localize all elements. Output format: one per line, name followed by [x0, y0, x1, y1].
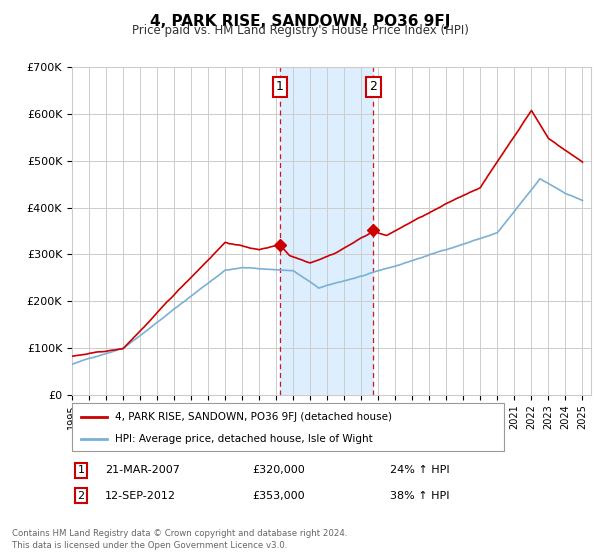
- Text: £320,000: £320,000: [252, 465, 305, 475]
- Text: This data is licensed under the Open Government Licence v3.0.: This data is licensed under the Open Gov…: [12, 541, 287, 550]
- Text: 2: 2: [77, 491, 85, 501]
- Text: Price paid vs. HM Land Registry's House Price Index (HPI): Price paid vs. HM Land Registry's House …: [131, 24, 469, 37]
- Text: 38% ↑ HPI: 38% ↑ HPI: [390, 491, 449, 501]
- Text: 21-MAR-2007: 21-MAR-2007: [105, 465, 180, 475]
- Text: 24% ↑ HPI: 24% ↑ HPI: [390, 465, 449, 475]
- Text: 4, PARK RISE, SANDOWN, PO36 9FJ: 4, PARK RISE, SANDOWN, PO36 9FJ: [150, 14, 450, 29]
- Text: 1: 1: [77, 465, 85, 475]
- Bar: [280, 67, 373, 395]
- Text: 1: 1: [276, 80, 284, 94]
- Text: HPI: Average price, detached house, Isle of Wight: HPI: Average price, detached house, Isle…: [115, 434, 373, 444]
- Text: 12-SEP-2012: 12-SEP-2012: [105, 491, 176, 501]
- Text: 4, PARK RISE, SANDOWN, PO36 9FJ (detached house): 4, PARK RISE, SANDOWN, PO36 9FJ (detache…: [115, 413, 392, 422]
- FancyBboxPatch shape: [72, 403, 504, 451]
- Text: Contains HM Land Registry data © Crown copyright and database right 2024.: Contains HM Land Registry data © Crown c…: [12, 530, 347, 539]
- Text: £353,000: £353,000: [252, 491, 305, 501]
- Text: 2: 2: [370, 80, 377, 94]
